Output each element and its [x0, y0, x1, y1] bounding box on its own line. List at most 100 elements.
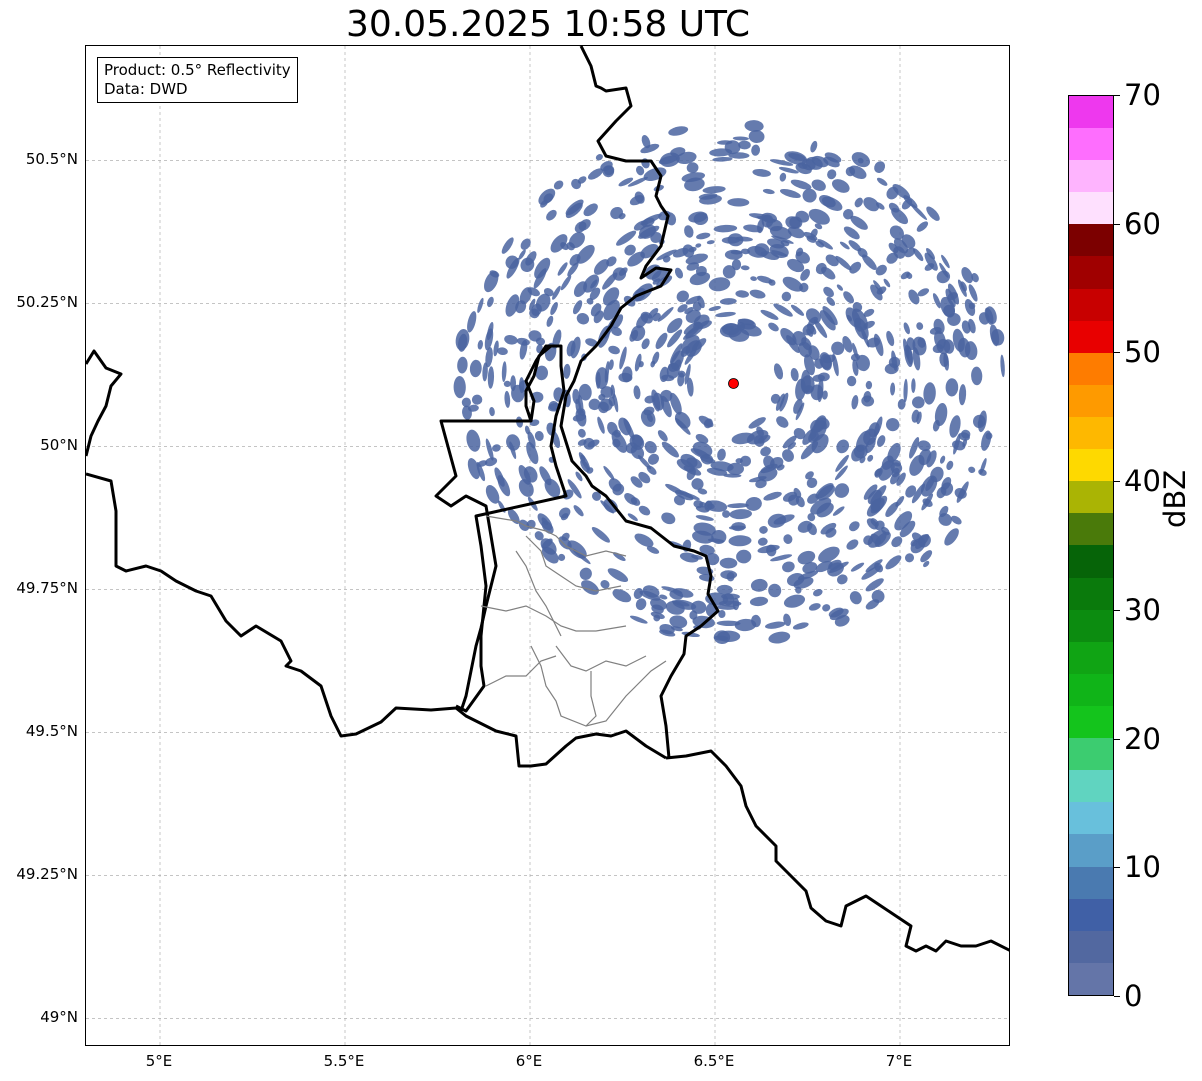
echo-cell	[497, 347, 508, 356]
echo-cell	[689, 271, 711, 286]
echo-cell	[933, 318, 945, 335]
colorbar-tick-mark	[1114, 996, 1120, 997]
echo-cell	[683, 321, 701, 335]
colorbar-tick-mark	[1114, 223, 1120, 225]
echo-cell	[854, 197, 864, 208]
echo-cell	[705, 552, 720, 566]
echo-cell	[708, 277, 731, 292]
echo-cell	[583, 274, 600, 293]
echo-cell	[843, 291, 854, 304]
echo-cell	[981, 430, 992, 451]
x-tick-label: 6.5°E	[693, 1052, 735, 1070]
echo-cell	[607, 421, 618, 436]
echo-cell	[912, 396, 925, 409]
echo-cell	[647, 453, 660, 465]
echo-cell	[818, 546, 840, 563]
echo-cell	[572, 413, 587, 422]
data-source-label: Data: DWD	[104, 80, 188, 98]
echo-cell	[590, 303, 602, 317]
echo-cell	[808, 431, 819, 444]
echo-cell	[863, 197, 880, 212]
echo-cell	[899, 520, 916, 538]
echo-cell	[653, 614, 661, 622]
echo-cell	[802, 323, 815, 336]
echo-cell	[810, 140, 818, 153]
echo-cell	[550, 302, 558, 315]
echo-cell	[940, 482, 954, 496]
echo-cell	[621, 366, 633, 383]
colorbar-segment	[1069, 95, 1113, 129]
echo-cell	[634, 533, 654, 547]
echo-cell	[691, 600, 707, 614]
echo-cell	[782, 435, 797, 449]
echo-cell	[618, 177, 634, 187]
colorbar-tick-mark	[1114, 95, 1120, 96]
echo-cell	[780, 240, 790, 247]
echo-cell	[482, 362, 488, 382]
echo-cell	[926, 247, 935, 260]
echo-cell	[529, 308, 540, 319]
echo-cell	[707, 538, 725, 543]
echo-cell	[780, 327, 797, 346]
echo-cell	[638, 225, 660, 239]
echo-cell	[989, 324, 1000, 347]
echo-cell	[946, 460, 954, 471]
echo-cell	[722, 265, 736, 279]
echo-cell	[775, 393, 785, 411]
radar-site-marker[interactable]	[728, 378, 739, 389]
echo-cell	[560, 275, 572, 291]
colorbar-segment	[1069, 930, 1113, 963]
echo-cell	[876, 177, 888, 186]
echo-cell	[518, 479, 534, 497]
echo-cell	[835, 454, 849, 472]
echo-cell	[950, 515, 962, 525]
echo-cell	[698, 193, 718, 200]
echo-cell	[501, 361, 507, 382]
echo-cell	[518, 249, 526, 260]
echo-cell	[939, 455, 946, 464]
echo-cell	[691, 478, 704, 490]
echo-cell	[721, 325, 734, 331]
echo-cell	[823, 156, 840, 168]
echo-cell	[693, 500, 704, 509]
echo-cell	[540, 538, 557, 555]
echo-cell	[961, 267, 973, 284]
echo-cell	[558, 553, 566, 561]
radar-map[interactable]	[85, 45, 1010, 1046]
echo-cell	[891, 208, 909, 225]
echo-cell	[519, 287, 532, 305]
echo-cell	[606, 256, 617, 267]
echo-cell	[829, 608, 849, 621]
echo-cell	[827, 169, 837, 180]
echo-cell	[610, 384, 616, 399]
echo-cell	[600, 500, 614, 514]
echo-cell	[793, 398, 803, 414]
echo-cell	[787, 442, 797, 450]
echo-cell	[485, 485, 500, 504]
echo-cell	[686, 262, 700, 271]
echo-cell	[787, 226, 805, 239]
echo-cell	[553, 180, 564, 190]
echo-cell	[642, 585, 660, 598]
echo-cell	[684, 347, 697, 365]
echo-cell	[806, 477, 818, 489]
echo-cell	[770, 554, 793, 562]
echo-cell	[484, 328, 494, 351]
echo-cell	[477, 297, 484, 313]
colorbar-tick-label: 70	[1124, 78, 1161, 112]
echo-cell	[891, 536, 903, 548]
echo-cell	[638, 471, 651, 484]
echo-cell	[546, 315, 554, 327]
echo-cell	[477, 340, 483, 350]
echo-cell	[640, 143, 660, 154]
echo-cell	[866, 518, 878, 530]
echo-cell	[916, 322, 924, 330]
echo-cell	[870, 533, 881, 545]
echo-cell	[953, 433, 961, 455]
echo-cell	[846, 539, 859, 550]
echo-cell	[886, 417, 900, 432]
echo-cell	[696, 232, 711, 240]
echo-cell	[852, 302, 863, 312]
echo-cell	[655, 332, 668, 349]
echo-cell	[903, 322, 910, 335]
